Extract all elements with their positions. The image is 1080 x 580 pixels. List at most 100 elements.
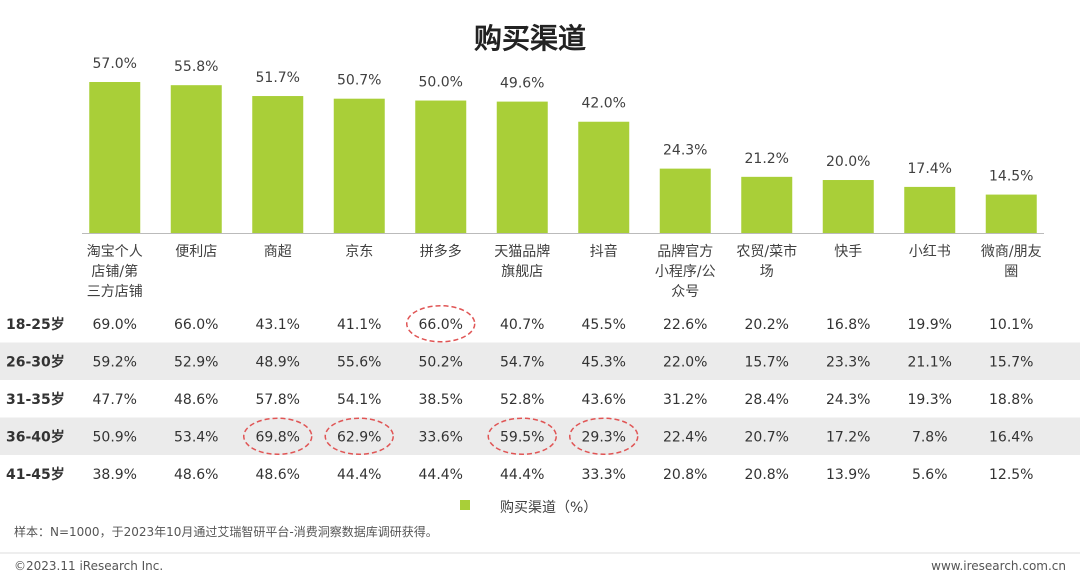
table-cell: 17.2% bbox=[826, 429, 870, 445]
table-cell: 13.9% bbox=[826, 467, 870, 483]
table-cell: 15.7% bbox=[989, 354, 1033, 370]
table-cell: 10.1% bbox=[989, 317, 1033, 333]
highlight-circle bbox=[243, 417, 313, 455]
bar-value-label: 50.7% bbox=[337, 73, 381, 89]
category-label: 品牌官方 bbox=[657, 243, 713, 260]
table-cell: 48.6% bbox=[174, 467, 218, 483]
table-cell: 43.1% bbox=[256, 317, 300, 333]
bar bbox=[252, 96, 304, 234]
bar bbox=[659, 168, 711, 233]
bar bbox=[985, 194, 1037, 233]
highlight-circle bbox=[569, 417, 639, 455]
table-cell: 18.8% bbox=[989, 392, 1033, 408]
table-cell: 29.3% bbox=[582, 429, 626, 445]
table-cell: 31.2% bbox=[663, 392, 707, 408]
highlight-circle bbox=[406, 305, 476, 343]
table-cell: 20.7% bbox=[745, 429, 789, 445]
table-cell: 33.3% bbox=[582, 467, 626, 483]
table-cell: 15.7% bbox=[745, 354, 789, 370]
table-cell: 52.9% bbox=[174, 354, 218, 370]
table-cell: 22.4% bbox=[663, 429, 707, 445]
table-cell: 62.9% bbox=[337, 429, 381, 445]
bar bbox=[170, 85, 222, 233]
table-row-stripe bbox=[0, 417, 1080, 455]
category-label: 小红书 bbox=[909, 244, 951, 260]
table-cell: 48.9% bbox=[256, 354, 300, 370]
highlight-circle bbox=[324, 417, 394, 455]
table-cell: 38.9% bbox=[93, 467, 137, 483]
table-cell: 57.8% bbox=[256, 392, 300, 408]
table-cell: 44.4% bbox=[500, 467, 544, 483]
table-cell: 5.6% bbox=[912, 467, 948, 483]
category-label: 小程序/公 bbox=[655, 264, 716, 280]
table-cell: 54.7% bbox=[500, 354, 544, 370]
table-cell: 66.0% bbox=[419, 317, 463, 333]
bar bbox=[822, 180, 874, 233]
bar bbox=[904, 186, 956, 233]
bar-value-label: 20.0% bbox=[826, 154, 870, 170]
category-label: 天猫品牌 bbox=[494, 243, 550, 260]
category-label: 抖音 bbox=[590, 243, 618, 260]
age-group-label: 26-30岁 bbox=[6, 353, 65, 370]
table-cell: 43.6% bbox=[582, 392, 626, 408]
category-label: 快手 bbox=[834, 244, 862, 260]
table-cell: 50.2% bbox=[419, 354, 463, 370]
table-cell: 33.6% bbox=[419, 429, 463, 445]
bar bbox=[496, 101, 548, 233]
table-cell: 12.5% bbox=[989, 467, 1033, 483]
table-cell: 45.3% bbox=[582, 354, 626, 370]
chart-title: 购买渠道 bbox=[474, 22, 586, 55]
table-cell: 38.5% bbox=[419, 392, 463, 408]
bar-value-label: 14.5% bbox=[989, 169, 1033, 185]
table-cell: 48.6% bbox=[174, 392, 218, 408]
table-cell: 48.6% bbox=[256, 467, 300, 483]
table-cell: 19.9% bbox=[908, 317, 952, 333]
table-cell: 45.5% bbox=[582, 317, 626, 333]
table-cell: 24.3% bbox=[826, 392, 870, 408]
category-label: 农贸/菜市 bbox=[736, 243, 797, 260]
sample-note: 样本：N=1000，于2023年10月通过艾瑞智研平台-消费洞察数据库调研获得。 bbox=[14, 524, 438, 539]
table-cell: 52.8% bbox=[500, 392, 544, 408]
highlight-circle bbox=[487, 417, 557, 455]
table-cell: 55.6% bbox=[337, 354, 381, 370]
copyright-text: ©2023.11 iResearch Inc. bbox=[14, 559, 163, 573]
age-group-label: 18-25岁 bbox=[6, 316, 65, 333]
table-cell: 41.1% bbox=[337, 317, 381, 333]
table-cell: 22.0% bbox=[663, 354, 707, 370]
category-label: 店铺/第 bbox=[91, 263, 138, 280]
age-group-label: 41-45岁 bbox=[6, 466, 65, 483]
category-label: 微商/朋友 bbox=[981, 244, 1042, 260]
table-cell: 23.3% bbox=[826, 354, 870, 370]
table-cell: 50.9% bbox=[93, 429, 137, 445]
legend-swatch bbox=[460, 500, 470, 510]
table-row-stripe bbox=[0, 342, 1080, 380]
category-label: 众号 bbox=[671, 284, 699, 300]
bar-value-label: 17.4% bbox=[908, 161, 952, 177]
table-cell: 16.4% bbox=[989, 429, 1033, 445]
bar bbox=[89, 82, 141, 233]
category-label: 圈 bbox=[1004, 264, 1018, 280]
bar-value-label: 55.8% bbox=[174, 59, 218, 75]
table-cell: 59.5% bbox=[500, 429, 544, 445]
table-cell: 28.4% bbox=[745, 392, 789, 408]
category-label: 便利店 bbox=[175, 244, 217, 260]
table-cell: 7.8% bbox=[912, 429, 948, 445]
table-cell: 21.1% bbox=[908, 354, 952, 370]
bar-value-label: 51.7% bbox=[256, 70, 300, 86]
category-label: 场 bbox=[760, 264, 774, 280]
table-cell: 44.4% bbox=[419, 467, 463, 483]
bar-value-label: 50.0% bbox=[419, 75, 463, 91]
category-label: 淘宝个人 bbox=[87, 244, 143, 260]
table-cell: 53.4% bbox=[174, 429, 218, 445]
category-label: 京东 bbox=[345, 244, 373, 260]
bar-value-label: 21.2% bbox=[745, 151, 789, 167]
bar bbox=[333, 98, 385, 233]
table-cell: 20.8% bbox=[663, 467, 707, 483]
table-cell: 47.7% bbox=[93, 392, 137, 408]
bar-value-label: 57.0% bbox=[93, 56, 137, 72]
table-cell: 40.7% bbox=[500, 317, 544, 333]
bar bbox=[741, 176, 793, 233]
website-url: www.iresearch.com.cn bbox=[931, 559, 1066, 573]
